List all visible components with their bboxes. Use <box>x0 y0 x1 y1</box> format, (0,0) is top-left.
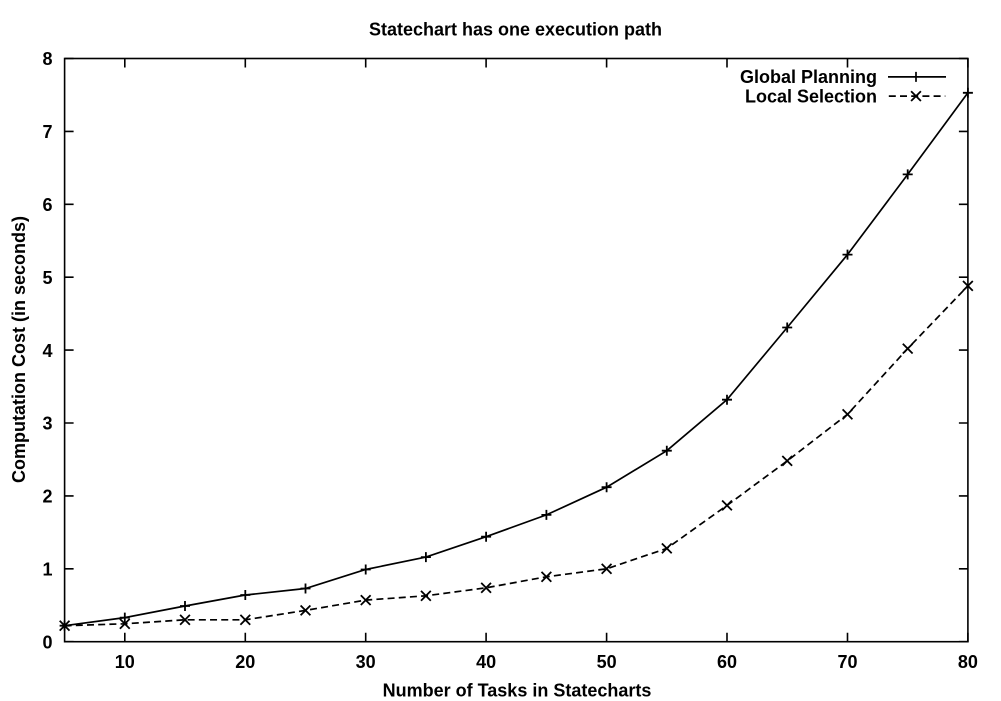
svg-text:Number of Tasks in Statecharts: Number of Tasks in Statecharts <box>383 681 652 701</box>
svg-text:Local Selection: Local Selection <box>745 87 877 107</box>
svg-text:5: 5 <box>42 268 52 288</box>
svg-text:Global Planning: Global Planning <box>740 67 877 87</box>
svg-text:1: 1 <box>42 560 52 580</box>
svg-text:3: 3 <box>42 414 52 434</box>
svg-text:Statechart has one execution p: Statechart has one execution path <box>369 20 662 40</box>
svg-text:70: 70 <box>837 652 857 672</box>
svg-text:40: 40 <box>476 652 496 672</box>
svg-text:0: 0 <box>42 632 52 652</box>
svg-text:10: 10 <box>115 652 135 672</box>
svg-text:20: 20 <box>235 652 255 672</box>
svg-text:8: 8 <box>42 49 52 69</box>
svg-text:4: 4 <box>42 341 52 361</box>
svg-text:60: 60 <box>717 652 737 672</box>
svg-text:7: 7 <box>42 122 52 142</box>
svg-text:Computation Cost (in seconds): Computation Cost (in seconds) <box>9 216 29 483</box>
svg-text:6: 6 <box>42 195 52 215</box>
svg-text:30: 30 <box>356 652 376 672</box>
svg-text:80: 80 <box>958 652 978 672</box>
svg-text:50: 50 <box>597 652 617 672</box>
svg-text:2: 2 <box>42 487 52 507</box>
